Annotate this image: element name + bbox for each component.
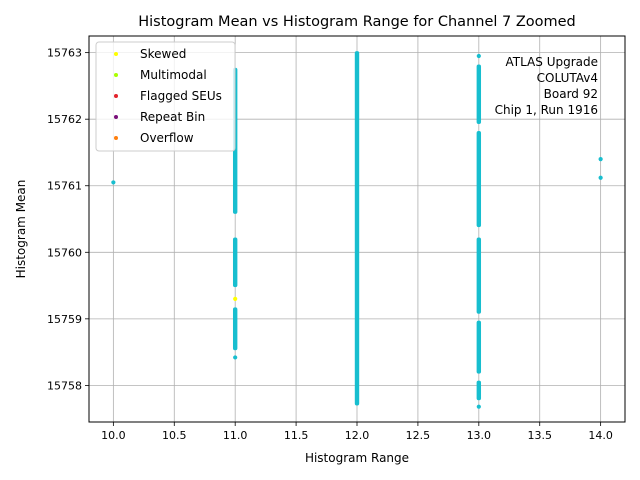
x-tick-label: 13.0 (467, 429, 492, 442)
x-tick-label: 13.5 (527, 429, 552, 442)
data-point (111, 180, 116, 185)
legend-marker (114, 136, 118, 140)
x-tick-label: 14.0 (588, 429, 613, 442)
x-tick-label: 12.0 (345, 429, 370, 442)
data-point-flag (233, 296, 238, 301)
data-point-cluster (476, 131, 482, 228)
data-point (598, 175, 603, 180)
data-point-cluster (232, 307, 238, 351)
data-point (598, 157, 603, 162)
y-tick-label: 15761 (47, 180, 82, 193)
legend: Skewed Multimodal Flagged SEUs Repeat Bin Ov… (95, 41, 236, 152)
annotation-line: COLUTAv4 (537, 71, 598, 85)
legend-marker (114, 73, 118, 77)
annotation-line: Board 92 (544, 87, 598, 101)
data-point-cluster (354, 51, 360, 406)
legend-marker (114, 52, 118, 56)
legend-marker (114, 115, 118, 119)
x-tick-label: 11.5 (284, 429, 309, 442)
x-axis-ticks: 10.0 10.5 11.0 11.5 12.0 12.5 13.0 13.5 14.0 (101, 422, 613, 442)
x-tick-label: 11.0 (223, 429, 248, 442)
data-point-cluster (232, 237, 238, 288)
data-point-cluster (476, 237, 482, 314)
legend-box (95, 41, 236, 152)
y-tick-label: 15762 (47, 113, 82, 126)
y-tick-label: 15759 (47, 313, 82, 326)
y-axis-label: Histogram Mean (14, 180, 28, 279)
chart-annotation: ATLAS Upgrade COLUTAv4 Board 92 Chip 1, Run… (495, 55, 598, 117)
legend-label: Skewed (140, 47, 186, 61)
annotation-line: ATLAS Upgrade (505, 55, 598, 69)
x-tick-label: 10.0 (101, 429, 126, 442)
y-tick-label: 15760 (47, 246, 82, 259)
legend-label: Overflow (140, 131, 194, 145)
data-point (476, 53, 481, 59)
chart-title: Histogram Mean vs Histogram Range for Ch… (138, 14, 576, 30)
x-tick-label: 10.5 (162, 429, 187, 442)
y-axis-ticks: 15758 15759 15760 15761 15762 15763 (47, 47, 89, 392)
data-point (476, 404, 481, 409)
legend-label: Repeat Bin (140, 110, 205, 124)
x-tick-label: 12.5 (406, 429, 431, 442)
y-tick-label: 15763 (47, 47, 82, 60)
legend-marker (114, 94, 118, 98)
legend-label: Flagged SEUs (140, 89, 222, 103)
data-point-cluster (476, 380, 482, 401)
x-axis-label: Histogram Range (305, 451, 409, 465)
y-tick-label: 15758 (47, 379, 82, 392)
data-point-cluster (476, 320, 482, 374)
data-point-cluster (476, 64, 482, 125)
data-points (111, 51, 603, 409)
annotation-line: Chip 1, Run 1916 (495, 103, 598, 117)
data-point (233, 355, 238, 360)
legend-label: Multimodal (140, 68, 207, 82)
